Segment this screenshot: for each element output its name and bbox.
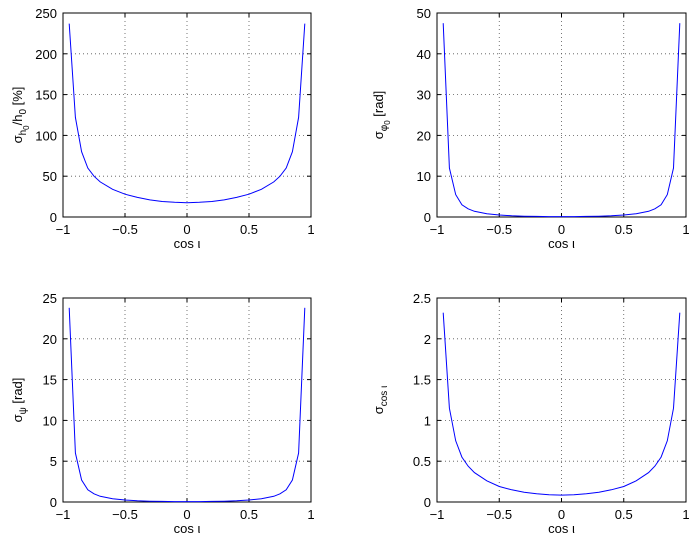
y-tick-label: 20 — [43, 332, 57, 347]
x-tick-label: −0.5 — [486, 507, 512, 522]
y-tick-label: 150 — [35, 88, 57, 103]
x-axis-label: cos ι — [174, 236, 201, 251]
y-tick-label: 0 — [50, 495, 57, 510]
x-tick-label: 0.5 — [240, 222, 258, 237]
y-tick-label: 250 — [35, 6, 57, 21]
y-tick-label: 0 — [424, 210, 431, 225]
y-tick-label: 0.5 — [413, 454, 431, 469]
y-axis-label: σcos ι — [371, 386, 390, 415]
x-tick-label: 1 — [682, 507, 689, 522]
y-tick-label: 40 — [417, 47, 431, 62]
x-tick-label: −0.5 — [486, 222, 512, 237]
data-line — [442, 23, 681, 218]
x-tick-label: 0 — [558, 222, 565, 237]
x-axis-label: cos ι — [548, 521, 575, 536]
data-line — [68, 23, 306, 204]
y-tick-label: 2 — [424, 332, 431, 347]
y-tick-label: 10 — [43, 413, 57, 428]
data-line — [442, 312, 681, 496]
axes-frame — [62, 12, 312, 218]
y-tick-label: 15 — [43, 373, 57, 388]
x-tick-label: 1 — [307, 222, 314, 237]
x-tick-label: −1 — [56, 222, 71, 237]
subplot-4: −1 −0.5 0 0.5 1 0 0.5 1 1.5 2 2.5 cos ι σcos ι — [371, 291, 690, 536]
y-tick-label: 25 — [43, 291, 57, 306]
x-tick-label: 0.5 — [615, 507, 633, 522]
x-tick-label: 0 — [183, 507, 190, 522]
x-tick-label: −0.5 — [112, 507, 138, 522]
y-tick-label: 1.5 — [413, 373, 431, 388]
y-axis-label: σφ0 [rad] — [371, 91, 392, 140]
y-tick-label: 50 — [43, 169, 57, 184]
x-tick-label: −1 — [430, 507, 445, 522]
y-tick-label: 30 — [417, 88, 431, 103]
y-axis-label: σψ [rad] — [10, 378, 29, 423]
y-tick-label: 2.5 — [413, 291, 431, 306]
x-tick-label: 0 — [558, 507, 565, 522]
x-tick-label: 0.5 — [615, 222, 633, 237]
x-tick-label: −1 — [56, 507, 71, 522]
x-tick-label: 1 — [307, 507, 314, 522]
axes-frame — [436, 297, 687, 503]
y-tick-label: 5 — [50, 454, 57, 469]
y-tick-label: 200 — [35, 47, 57, 62]
x-axis-label: cos ι — [174, 521, 201, 536]
y-tick-label: 10 — [417, 169, 431, 184]
x-tick-label: −1 — [430, 222, 445, 237]
y-tick-label: 1 — [424, 413, 431, 428]
x-axis-label: cos ι — [548, 236, 575, 251]
data-line — [68, 307, 306, 503]
y-tick-label: 0 — [50, 210, 57, 225]
axes-frame — [62, 297, 312, 503]
subplot-1: −1 −0.5 0 0.5 1 0 50 100 150 200 250 cos ι σh0/h0 [%… — [10, 6, 315, 251]
x-tick-label: −0.5 — [112, 222, 138, 237]
y-tick-label: 100 — [35, 128, 57, 143]
x-tick-label: 1 — [682, 222, 689, 237]
x-tick-label: 0 — [183, 222, 190, 237]
axes-frame — [436, 12, 687, 218]
x-tick-label: 0.5 — [240, 507, 258, 522]
y-tick-label: 50 — [417, 6, 431, 21]
y-tick-label: 20 — [417, 128, 431, 143]
y-tick-label: 0 — [424, 495, 431, 510]
y-axis-label: σh0/h0 [%] — [10, 87, 31, 144]
